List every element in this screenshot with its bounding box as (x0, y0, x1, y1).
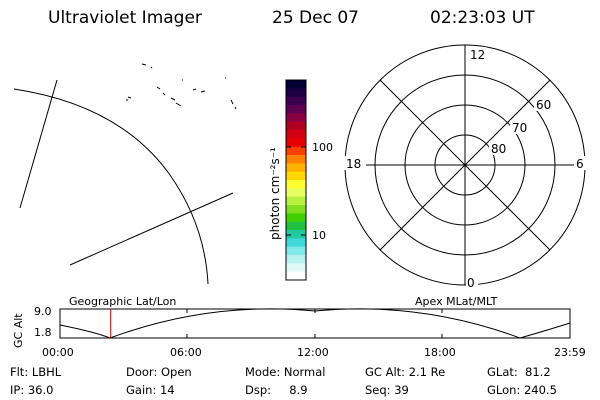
colorbar-tick-100: 100 (312, 141, 333, 154)
timeline-ylabel: GC Alt (12, 313, 25, 348)
colorbar-segment (286, 230, 306, 239)
lat-label-80: 80 (491, 142, 506, 156)
lat-label-60: 60 (536, 98, 551, 112)
colorbar-segment (286, 246, 306, 256)
mlt-label-0: 0 (467, 276, 475, 290)
colorbar-segment (286, 96, 306, 106)
colorbar-segment (286, 196, 306, 206)
timeline-xtick-2359: 23:59 (554, 346, 586, 359)
colorbar-segment (286, 180, 306, 189)
colorbar-frame (285, 79, 307, 281)
info-dsp: Dsp: 8.9 (245, 383, 308, 397)
colorbar-segment (286, 271, 306, 281)
time-label: 02:23:03 UT (430, 8, 535, 28)
colorbar-segment (286, 238, 306, 248)
map-limb-arc (13, 88, 209, 285)
colorbar-segment (286, 205, 306, 214)
info-mode: Mode: Normal (245, 365, 326, 379)
colorbar-segment (286, 146, 306, 156)
date-label: 25 Dec 07 (272, 8, 359, 28)
colorbar-segment (286, 155, 306, 164)
geographic-map (13, 63, 237, 285)
timeline-xtick-0000: 00:00 (42, 346, 74, 359)
geographic-caption: Geographic Lat/Lon (69, 295, 177, 308)
timeline-ytick-9: 9.0 (34, 305, 52, 318)
mlt-label-12: 12 (470, 48, 485, 62)
altitude-curve (59, 308, 571, 339)
colorbar-segment (286, 221, 306, 231)
colorbar-segment (286, 130, 306, 139)
coastline-fragments (126, 63, 237, 110)
apex-caption: Apex MLat/MLT (415, 295, 498, 308)
info-glat: GLat: 81.2 (487, 365, 551, 379)
polar-plot (344, 44, 586, 286)
colorbar-segment (286, 213, 306, 223)
info-gain: Gain: 14 (126, 383, 175, 397)
colorbar-segment (286, 80, 306, 89)
timeline-xtick-0600: 06:00 (170, 346, 202, 359)
colorbar-segment (286, 113, 306, 123)
info-glon: GLon: 240.5 (487, 383, 557, 397)
info-seq: Seq: 39 (365, 383, 409, 397)
timeline-ticks (59, 309, 443, 338)
timeline-frame (59, 308, 571, 339)
polar-diagonal-2 (379, 79, 551, 251)
colorbar-segment (286, 88, 306, 98)
mlt-label-6: 6 (576, 157, 584, 171)
instrument-title: Ultraviolet Imager (48, 8, 202, 28)
colorbar-segment (286, 263, 306, 273)
timeline-xtick-1800: 18:00 (424, 346, 456, 359)
info-gc-alt: GC Alt: 2.1 Re (365, 365, 446, 379)
colorbar-ticks (286, 146, 306, 236)
info-filter: Flt: LBHL (10, 365, 62, 379)
colorbar-tick-10: 10 (312, 229, 326, 242)
colorbar-segment (286, 121, 306, 131)
mlt-label-18: 18 (346, 157, 361, 171)
info-door: Door: Open (126, 365, 192, 379)
lat-label-70: 70 (512, 121, 527, 135)
colorbar-segment (286, 171, 306, 181)
timeline-xtick-1200: 12:00 (297, 346, 329, 359)
colorbar-segment (286, 138, 306, 148)
colorbar-unit-label: photon cm⁻²s⁻¹ (268, 147, 282, 240)
colorbar-segment (286, 105, 306, 114)
map-meridian-line (19, 79, 58, 209)
info-ip: IP: 36.0 (10, 383, 54, 397)
timeline-ytick-1-8: 1.8 (34, 326, 52, 339)
timeline-panel (59, 308, 571, 339)
map-latitude-line (69, 192, 234, 266)
colorbar-segment (286, 163, 306, 173)
colorbar-segment (286, 188, 306, 198)
colorbar-segment (286, 255, 306, 264)
colorbar (286, 80, 306, 281)
